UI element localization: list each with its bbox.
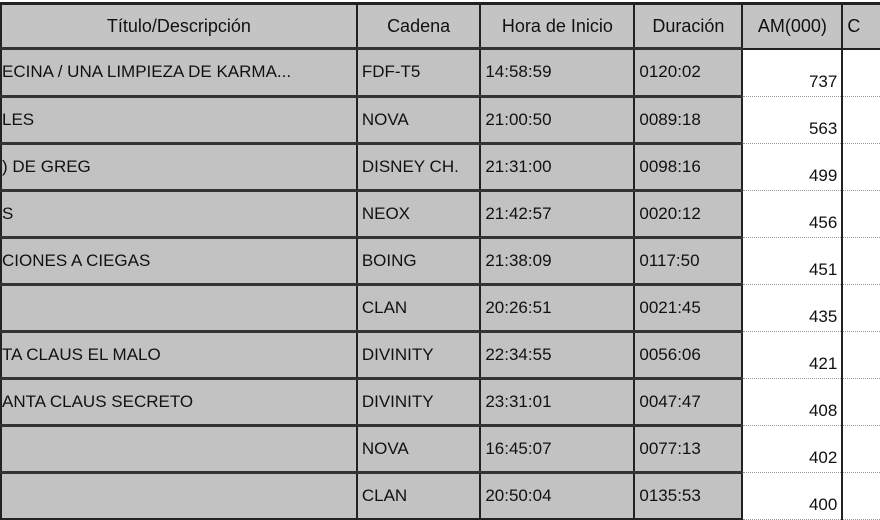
- cell-hora: 21:38:09: [479, 235, 636, 285]
- cell-cadena: NOVA: [355, 94, 482, 144]
- cell-cadena: NEOX: [355, 188, 482, 238]
- cell-hora: 16:45:07: [479, 423, 636, 473]
- cell-hora: 22:34:55: [479, 329, 636, 379]
- cell-titulo: CIONES A CIEGAS: [0, 235, 358, 285]
- cell-duracion: 0021:45: [633, 282, 744, 332]
- cell-am: 499: [741, 142, 844, 191]
- table-row: ANTA CLAUS SECRETO DIVINITY 23:31:01 0047:4…: [0, 376, 880, 426]
- cell-duracion: 0020:12: [633, 188, 744, 238]
- header-extra: C: [841, 2, 880, 50]
- cell-extra: [841, 377, 880, 426]
- cell-duracion: 0047:47: [633, 376, 744, 426]
- cell-extra: [841, 48, 880, 97]
- cell-cadena: DISNEY CH.: [355, 141, 482, 191]
- cell-titulo: ECINA / UNA LIMPIEZA DE KARMA...: [0, 47, 358, 97]
- cell-cadena: CLAN: [355, 470, 482, 520]
- cell-duracion: 0120:02: [633, 47, 744, 97]
- cell-hora: 21:31:00: [479, 141, 636, 191]
- cell-am: 456: [741, 189, 844, 238]
- cell-am: 737: [741, 48, 844, 97]
- cell-extra: [841, 236, 880, 285]
- table-row: CIONES A CIEGAS BOING 21:38:09 0117:50 451: [0, 235, 880, 285]
- cell-titulo: ANTA CLAUS SECRETO: [0, 376, 358, 426]
- cell-duracion: 0056:06: [633, 329, 744, 379]
- cell-duracion: 0089:18: [633, 94, 744, 144]
- header-titulo: Título/Descripción: [0, 2, 358, 50]
- table-row: CLAN 20:50:04 0135:53 400: [0, 470, 880, 520]
- table-row: ) DE GREG DISNEY CH. 21:31:00 0098:16 499: [0, 141, 880, 191]
- cell-extra: [841, 95, 880, 144]
- cell-titulo: S: [0, 188, 358, 238]
- cell-cadena: NOVA: [355, 423, 482, 473]
- header-hora: Hora de Inicio: [479, 2, 636, 50]
- table-row: S NEOX 21:42:57 0020:12 456: [0, 188, 880, 238]
- cell-extra: [841, 142, 880, 191]
- cell-titulo: LES: [0, 94, 358, 144]
- cell-hora: 20:26:51: [479, 282, 636, 332]
- cell-am: 435: [741, 283, 844, 332]
- cell-extra: [841, 189, 880, 238]
- cell-am: 563: [741, 95, 844, 144]
- cell-am: 400: [741, 471, 844, 520]
- cell-am: 408: [741, 377, 844, 426]
- cell-cadena: DIVINITY: [355, 376, 482, 426]
- cell-extra: [841, 283, 880, 332]
- cell-hora: 20:50:04: [479, 470, 636, 520]
- cell-cadena: BOING: [355, 235, 482, 285]
- table-row: TA CLAUS EL MALO DIVINITY 22:34:55 0056:06 4…: [0, 329, 880, 379]
- cell-am: 421: [741, 330, 844, 379]
- cell-cadena: FDF-T5: [355, 47, 482, 97]
- cell-extra: [841, 424, 880, 473]
- cell-duracion: 0135:53: [633, 470, 744, 520]
- cell-duracion: 0077:13: [633, 423, 744, 473]
- header-am: AM(000): [741, 2, 844, 50]
- cell-hora: 21:42:57: [479, 188, 636, 238]
- header-cadena: Cadena: [355, 2, 482, 50]
- header-row: Título/Descripción Cadena Hora de Inicio…: [0, 2, 880, 50]
- cell-hora: 14:58:59: [479, 47, 636, 97]
- cell-am: 451: [741, 236, 844, 285]
- cell-cadena: CLAN: [355, 282, 482, 332]
- cell-titulo: [0, 282, 358, 332]
- cell-hora: 21:00:50: [479, 94, 636, 144]
- cell-am: 402: [741, 424, 844, 473]
- table-row: CLAN 20:26:51 0021:45 435: [0, 282, 880, 332]
- cell-titulo: ) DE GREG: [0, 141, 358, 191]
- cell-cadena: DIVINITY: [355, 329, 482, 379]
- cell-titulo: [0, 423, 358, 473]
- cell-extra: [841, 330, 880, 379]
- cell-titulo: [0, 470, 358, 520]
- cell-extra: [841, 471, 880, 520]
- cell-titulo: TA CLAUS EL MALO: [0, 329, 358, 379]
- cell-duracion: 0117:50: [633, 235, 744, 285]
- cell-duracion: 0098:16: [633, 141, 744, 191]
- cell-hora: 23:31:01: [479, 376, 636, 426]
- header-duracion: Duración: [633, 2, 744, 50]
- table-row: ECINA / UNA LIMPIEZA DE KARMA... FDF-T5 14…: [0, 47, 880, 97]
- table-row: LES NOVA 21:00:50 0089:18 563: [0, 94, 880, 144]
- table-row: NOVA 16:45:07 0077:13 402: [0, 423, 880, 473]
